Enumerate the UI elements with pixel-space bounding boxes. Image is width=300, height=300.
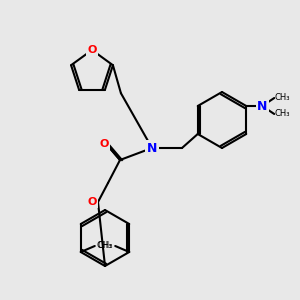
Text: N: N xyxy=(147,142,157,154)
Text: O: O xyxy=(87,45,97,55)
Text: N: N xyxy=(257,100,267,112)
Text: O: O xyxy=(99,139,109,149)
Text: CH₃: CH₃ xyxy=(97,242,112,250)
Text: CH₃: CH₃ xyxy=(274,110,290,118)
Text: CH₃: CH₃ xyxy=(274,94,290,103)
Text: O: O xyxy=(87,197,97,207)
Text: CH₃: CH₃ xyxy=(98,242,113,250)
